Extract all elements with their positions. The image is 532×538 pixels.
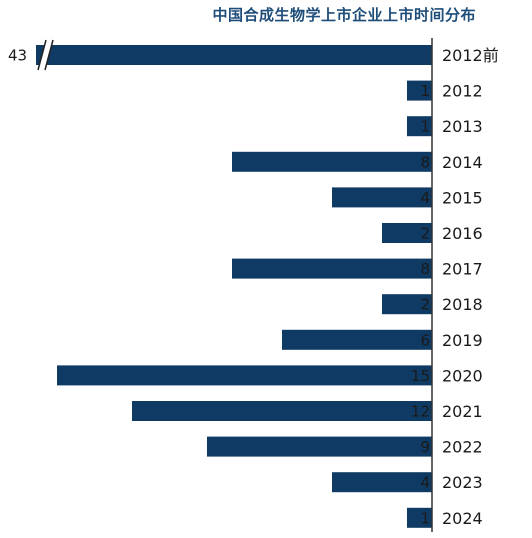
value-label-2023: 4 (420, 474, 430, 492)
category-label-2024: 2024 (442, 509, 483, 528)
value-label-2024: 1 (420, 509, 430, 527)
value-label-2018: 2 (420, 296, 430, 314)
value-label-2022: 9 (420, 438, 430, 456)
value-label-2020: 15 (411, 367, 430, 385)
category-label-2018: 2018 (442, 295, 483, 314)
chart-title: 中国合成生物学上市企业上市时间分布 (212, 6, 476, 24)
value-label-2012: 1 (420, 82, 430, 100)
axis-break-slash-2 (44, 39, 54, 71)
bar-2015 (332, 187, 432, 208)
bar-2014 (232, 151, 432, 172)
category-label-2012: 2012 (442, 82, 483, 101)
category-label-2015: 2015 (442, 188, 483, 207)
value-label-2012前: 43 (8, 47, 27, 65)
category-label-2022: 2022 (442, 438, 483, 457)
axis-break-slash-1 (37, 39, 47, 71)
value-label-2013: 1 (420, 118, 430, 136)
bar-2013 (407, 116, 432, 137)
value-label-2014: 8 (420, 153, 430, 171)
bar-2018 (382, 294, 432, 315)
value-label-2015: 4 (420, 189, 430, 207)
category-label-2021: 2021 (442, 402, 483, 421)
category-label-2013: 2013 (442, 117, 483, 136)
value-label-2019: 6 (420, 331, 430, 349)
category-label-2012前: 2012前 (442, 46, 499, 65)
bar-2020 (57, 365, 432, 386)
bar-2017 (232, 258, 432, 279)
bar-2024 (407, 507, 432, 528)
category-label-2020: 2020 (442, 366, 483, 385)
bars-group (36, 39, 432, 528)
axis-break-gap (38, 40, 53, 70)
value-label-2016: 2 (420, 225, 430, 243)
labels-group: 43 2012前 1 2012 1 2013 8 2014 4 2015 2 2016 8 2017 2 20… (8, 46, 499, 528)
bar-2016 (382, 223, 432, 243)
bar-2021 (132, 401, 432, 421)
bar-2023 (332, 472, 432, 493)
bar-2022 (207, 436, 432, 457)
value-label-2021: 12 (411, 403, 430, 421)
category-label-2019: 2019 (442, 331, 483, 350)
bar-2012 (407, 80, 432, 101)
category-label-2023: 2023 (442, 473, 483, 492)
bar-2012前 (36, 45, 432, 65)
category-label-2014: 2014 (442, 153, 483, 172)
bar-2019 (282, 329, 432, 350)
value-label-2017: 8 (420, 260, 430, 278)
category-label-2017: 2017 (442, 260, 483, 279)
category-label-2016: 2016 (442, 224, 483, 243)
